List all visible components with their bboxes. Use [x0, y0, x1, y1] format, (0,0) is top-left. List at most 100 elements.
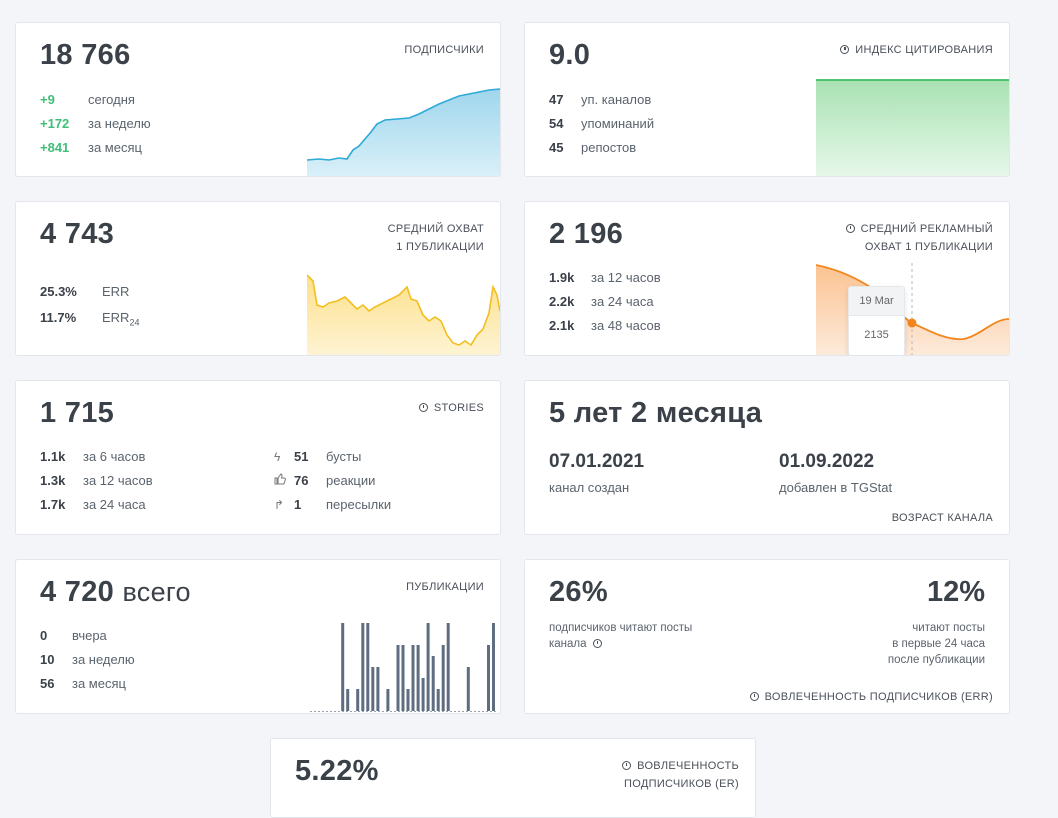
reach-area: [307, 275, 500, 355]
subscribers-area: [307, 89, 500, 176]
err-right-label: читают посты в первые 24 часа после публ…: [887, 622, 985, 666]
citation-sparkline: [816, 79, 1009, 176]
stat-row: 1.1k за 6 часов: [40, 449, 146, 464]
engagement-err-title: ВОВЛЕЧЕННОСТЬ ПОДПИСЧИКОВ (ERR): [749, 688, 993, 706]
stat-row: 2.1k за 48 часов: [549, 318, 661, 333]
stat-row: +172 за неделю: [40, 116, 151, 132]
publications-value: 4 720 всего: [40, 576, 191, 608]
er-title: ВОВЛЕЧЕННОСТЬ ПОДПИСЧИКОВ (ER): [622, 760, 739, 790]
publication-bar: [401, 645, 405, 711]
publications-bar-chart: [310, 623, 496, 712]
reach-card[interactable]: 4 743 СРЕДНИЙ ОХВАТ 1 ПУБЛИКАЦИИ 25.3% ERR…: [15, 201, 501, 356]
subscribers-title: ПОДПИСЧИКИ: [404, 44, 484, 56]
subscribers-card[interactable]: 18 766 ПОДПИСЧИКИ +9 сегодня +172 за недел…: [15, 22, 501, 177]
forwards-row: ↱ 1 пересылки: [274, 497, 392, 512]
publication-bar: [411, 645, 415, 711]
citation-card[interactable]: 9.0 ИНДЕКС ЦИТИРОВАНИЯ 47 уп. каналов 54 у…: [524, 22, 1010, 177]
info-icon[interactable]: [592, 639, 602, 648]
channel-age-title: ВОЗРАСТ КАНАЛА: [891, 512, 993, 524]
publication-bar: [376, 667, 380, 711]
ad-reach-sparkline: [816, 263, 1009, 355]
channel-age-value: 5 лет 2 месяца: [549, 397, 763, 429]
stat-label: сегодня: [88, 92, 135, 107]
tooltip-value: 2135: [864, 329, 889, 341]
info-clock-icon: [840, 45, 850, 54]
publication-bar: [492, 623, 495, 711]
er-card[interactable]: 5.22% ВОВЛЕЧЕННОСТЬ ПОДПИСЧИКОВ (ER): [270, 738, 756, 818]
reach-line: [307, 274, 500, 347]
reach-sparkline: [307, 274, 500, 355]
citation-title: ИНДЕКС ЦИТИРОВАНИЯ: [840, 41, 993, 59]
stat-row: 10 за неделю: [40, 652, 135, 667]
citation-area: [816, 80, 1009, 176]
stat-row: 54 упоминаний: [549, 116, 655, 131]
stat-row: 56 за месяц: [40, 676, 126, 691]
added-label: добавлен в TGStat: [779, 480, 893, 495]
publication-bar: [446, 623, 450, 711]
stat-row: 2.2k за 24 часа: [549, 294, 654, 309]
publication-bar: [371, 667, 375, 711]
tooltip-date: 19 Mar: [849, 287, 904, 316]
publications-card[interactable]: 4 720 всего ПУБЛИКАЦИИ 0 вчера 10 за недел…: [15, 559, 501, 714]
stat-row: 0 вчера: [40, 628, 107, 643]
publication-bar: [431, 656, 435, 711]
added-date: 01.09.2022: [779, 451, 875, 472]
ad-reach-title: СРЕДНИЙ РЕКЛАМНЫЙ ОХВАТ 1 ПУБЛИКАЦИИ: [845, 220, 993, 256]
er-value: 5.22%: [295, 755, 379, 787]
reach-title: СРЕДНИЙ ОХВАТ 1 ПУБЛИКАЦИИ: [387, 223, 484, 253]
stories-title: STORIES: [418, 399, 484, 417]
subscribers-line: [307, 88, 500, 161]
publication-bar: [441, 645, 445, 711]
stat-label: за неделю: [88, 116, 151, 131]
info-clock-icon: [845, 224, 855, 233]
stories-card[interactable]: 1 715 STORIES 1.1k за 6 часов 1.3k за 12 ч…: [15, 380, 501, 535]
boosts-row: ϟ 51 бусты: [274, 449, 362, 464]
citation-index-value: 9.0: [549, 39, 591, 71]
publication-bar: [436, 689, 440, 711]
stat-row: 45 репостов: [549, 140, 637, 155]
reach-value: 4 743: [40, 218, 115, 250]
stat-row: 47 уп. каналов: [549, 92, 652, 107]
publication-bar: [356, 689, 360, 711]
err-row: 25.3% ERR: [40, 284, 130, 299]
publication-bar: [426, 623, 430, 711]
created-label: канал создан: [549, 480, 630, 495]
publication-bar: [416, 645, 420, 711]
publication-bar: [396, 645, 400, 711]
stories-value: 1 715: [40, 397, 115, 429]
stat-row: 1.7k за 24 часа: [40, 497, 146, 512]
publication-bar: [406, 689, 410, 711]
stat-label: за месяц: [88, 140, 142, 155]
publication-bar: [361, 623, 365, 711]
err-right-value: 12%: [926, 576, 985, 608]
chart-tooltip: 19 Mar 2135: [848, 286, 905, 355]
publication-bar: [466, 667, 470, 711]
hover-point: [907, 318, 917, 328]
stat-row: 1.9k за 12 часов: [549, 270, 661, 285]
info-clock-icon: [622, 761, 632, 770]
err-left-label: подписчиков читают посты канала: [549, 622, 693, 650]
stat-row: 1.3k за 12 часов: [40, 473, 153, 488]
stat-row: +841 за месяц: [40, 140, 142, 156]
info-clock-icon: [749, 692, 759, 701]
ad-reach-card[interactable]: 2 196 СРЕДНИЙ РЕКЛАМНЫЙ ОХВАТ 1 ПУБЛИКАЦИ…: [524, 201, 1010, 356]
subscribers-count: 18 766: [40, 39, 131, 71]
ad-reach-value: 2 196: [549, 218, 624, 250]
err-left-value: 26%: [549, 576, 608, 608]
lightning-icon: ϟ: [274, 450, 281, 464]
share-arrow-icon: ↱: [274, 498, 285, 512]
publication-bar: [487, 645, 490, 711]
publication-bar: [386, 689, 390, 711]
created-date: 07.01.2021: [549, 451, 645, 472]
channel-age-card[interactable]: 5 лет 2 месяца 07.01.2021 канал создан 0…: [524, 380, 1010, 535]
engagement-err-card[interactable]: 26% подписчиков читают посты канала 12% …: [524, 559, 1010, 714]
err24-row: 11.7% ERR24: [40, 310, 140, 328]
stat-row: +9 сегодня: [40, 92, 135, 108]
publication-bar: [346, 689, 350, 711]
publication-bar: [341, 623, 345, 711]
thumbs-up-icon: [274, 473, 288, 489]
stat-value: +172: [40, 116, 70, 131]
publication-bar: [366, 623, 370, 711]
publications-title: ПУБЛИКАЦИИ: [406, 581, 484, 593]
stat-value: +841: [40, 140, 70, 155]
